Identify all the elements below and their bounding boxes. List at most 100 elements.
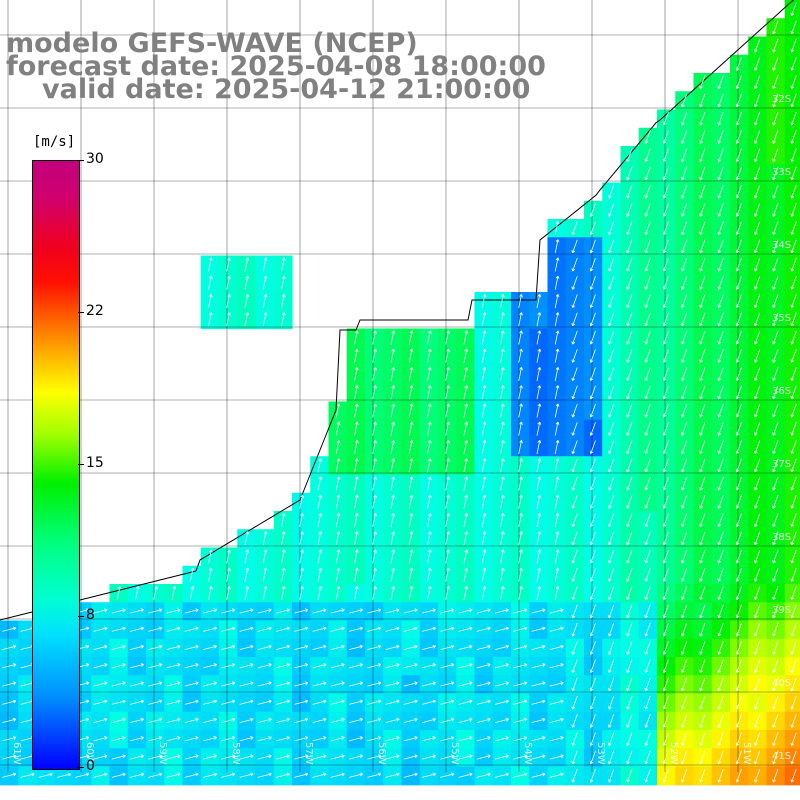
wind-arrow — [221, 754, 236, 760]
lat-label: 39S — [772, 605, 792, 616]
wind-speed-cell — [784, 748, 800, 768]
wind-arrow — [754, 732, 761, 747]
wind-arrow — [717, 714, 724, 728]
wind-arrow — [330, 626, 345, 632]
wind-arrow — [662, 549, 669, 564]
wind-arrow — [589, 695, 596, 710]
wind-arrow — [262, 549, 268, 564]
wind-arrow — [735, 568, 742, 582]
wind-arrow — [518, 531, 523, 546]
wind-arrow — [735, 294, 742, 309]
wind-arrow — [772, 732, 779, 747]
wind-arrow — [495, 663, 509, 669]
wind-arrow — [257, 772, 272, 778]
wind-arrow — [518, 494, 523, 509]
wind-arrow — [608, 732, 615, 747]
wind-arrow — [772, 549, 779, 564]
wind-arrow — [626, 641, 633, 655]
wind-arrow — [408, 421, 414, 436]
wind-arrow — [699, 130, 706, 144]
wind-arrow — [735, 184, 742, 199]
wind-arrow — [531, 736, 546, 742]
wind-arrow — [312, 699, 327, 705]
wind-arrow — [281, 275, 286, 290]
wind-arrow — [500, 294, 505, 309]
wind-arrow — [717, 349, 724, 363]
wind-arrow — [349, 681, 363, 687]
wind-arrow — [626, 276, 633, 290]
wind-arrow — [554, 531, 560, 546]
wind-arrow — [790, 513, 797, 528]
wind-arrow — [735, 586, 742, 601]
wind-arrow — [427, 476, 432, 491]
wind-arrow — [699, 239, 706, 254]
wind-arrow — [299, 549, 304, 564]
wind-arrow — [662, 276, 669, 290]
wind-arrow — [440, 644, 455, 650]
wind-speed-cell — [730, 292, 749, 311]
wind-speed-cell — [784, 675, 800, 695]
wind-arrow — [239, 736, 254, 742]
wind-arrow — [476, 681, 491, 687]
wind-speed-cell — [584, 730, 603, 749]
wind-arrow — [717, 476, 724, 491]
wind-arrow — [518, 421, 523, 436]
wind-arrow — [495, 644, 509, 650]
wind-arrow — [481, 385, 487, 400]
wind-arrow — [772, 385, 779, 400]
wind-arrow — [317, 531, 323, 546]
wind-arrow — [589, 768, 596, 783]
lat-label: 32S — [772, 94, 792, 105]
wind-arrow — [626, 677, 633, 692]
wind-arrow — [699, 403, 706, 418]
wind-arrow — [93, 681, 108, 687]
wind-arrow — [481, 494, 487, 509]
wind-arrow — [571, 695, 578, 710]
wind-arrow — [699, 440, 706, 455]
wind-arrow — [589, 495, 596, 509]
wind-arrow — [662, 385, 669, 400]
wind-arrow — [148, 754, 163, 760]
wind-arrow — [754, 677, 761, 692]
wind-arrow — [790, 695, 797, 710]
wind-arrow — [312, 681, 327, 687]
wind-arrow — [281, 312, 286, 327]
wind-arrow — [276, 626, 290, 632]
wind-arrow — [257, 681, 272, 687]
wind-speed-cell — [657, 511, 676, 530]
wind-arrow — [735, 367, 742, 382]
wind-arrow — [408, 513, 414, 528]
wind-speed-cell — [766, 401, 786, 421]
colorbar-tick-label: 0 — [86, 758, 95, 774]
wind-arrow — [408, 494, 414, 509]
wind-arrow — [662, 312, 669, 327]
lon-label: 59W — [157, 742, 168, 765]
wind-arrow — [262, 294, 268, 309]
wind-arrow — [354, 549, 359, 564]
wind-arrow — [735, 768, 742, 783]
wind-arrow — [239, 699, 254, 705]
wind-arrow — [699, 367, 706, 382]
wind-arrow — [662, 622, 669, 637]
wind-speed-cell — [730, 584, 749, 603]
wind-arrow — [427, 385, 432, 400]
wind-arrow — [571, 312, 578, 327]
wind-arrow — [166, 626, 181, 632]
wind-arrow — [571, 714, 578, 728]
wind-speed-cell — [766, 219, 786, 238]
wind-arrow — [276, 644, 290, 650]
wind-speed-cell — [657, 584, 676, 603]
wind-arrow — [608, 239, 615, 254]
wind-arrow — [354, 513, 359, 528]
wind-arrow — [312, 736, 327, 742]
wind-arrow — [662, 768, 669, 783]
wind-arrow — [239, 717, 254, 723]
wind-speed-cell — [784, 18, 800, 38]
wind-speed-cell — [730, 109, 749, 129]
wind-arrow — [717, 184, 724, 199]
wind-arrow — [571, 531, 578, 546]
wind-speed-cell — [730, 693, 749, 713]
wind-arrow — [367, 681, 382, 687]
wind-arrow — [2, 681, 17, 687]
wind-arrow — [244, 275, 250, 290]
